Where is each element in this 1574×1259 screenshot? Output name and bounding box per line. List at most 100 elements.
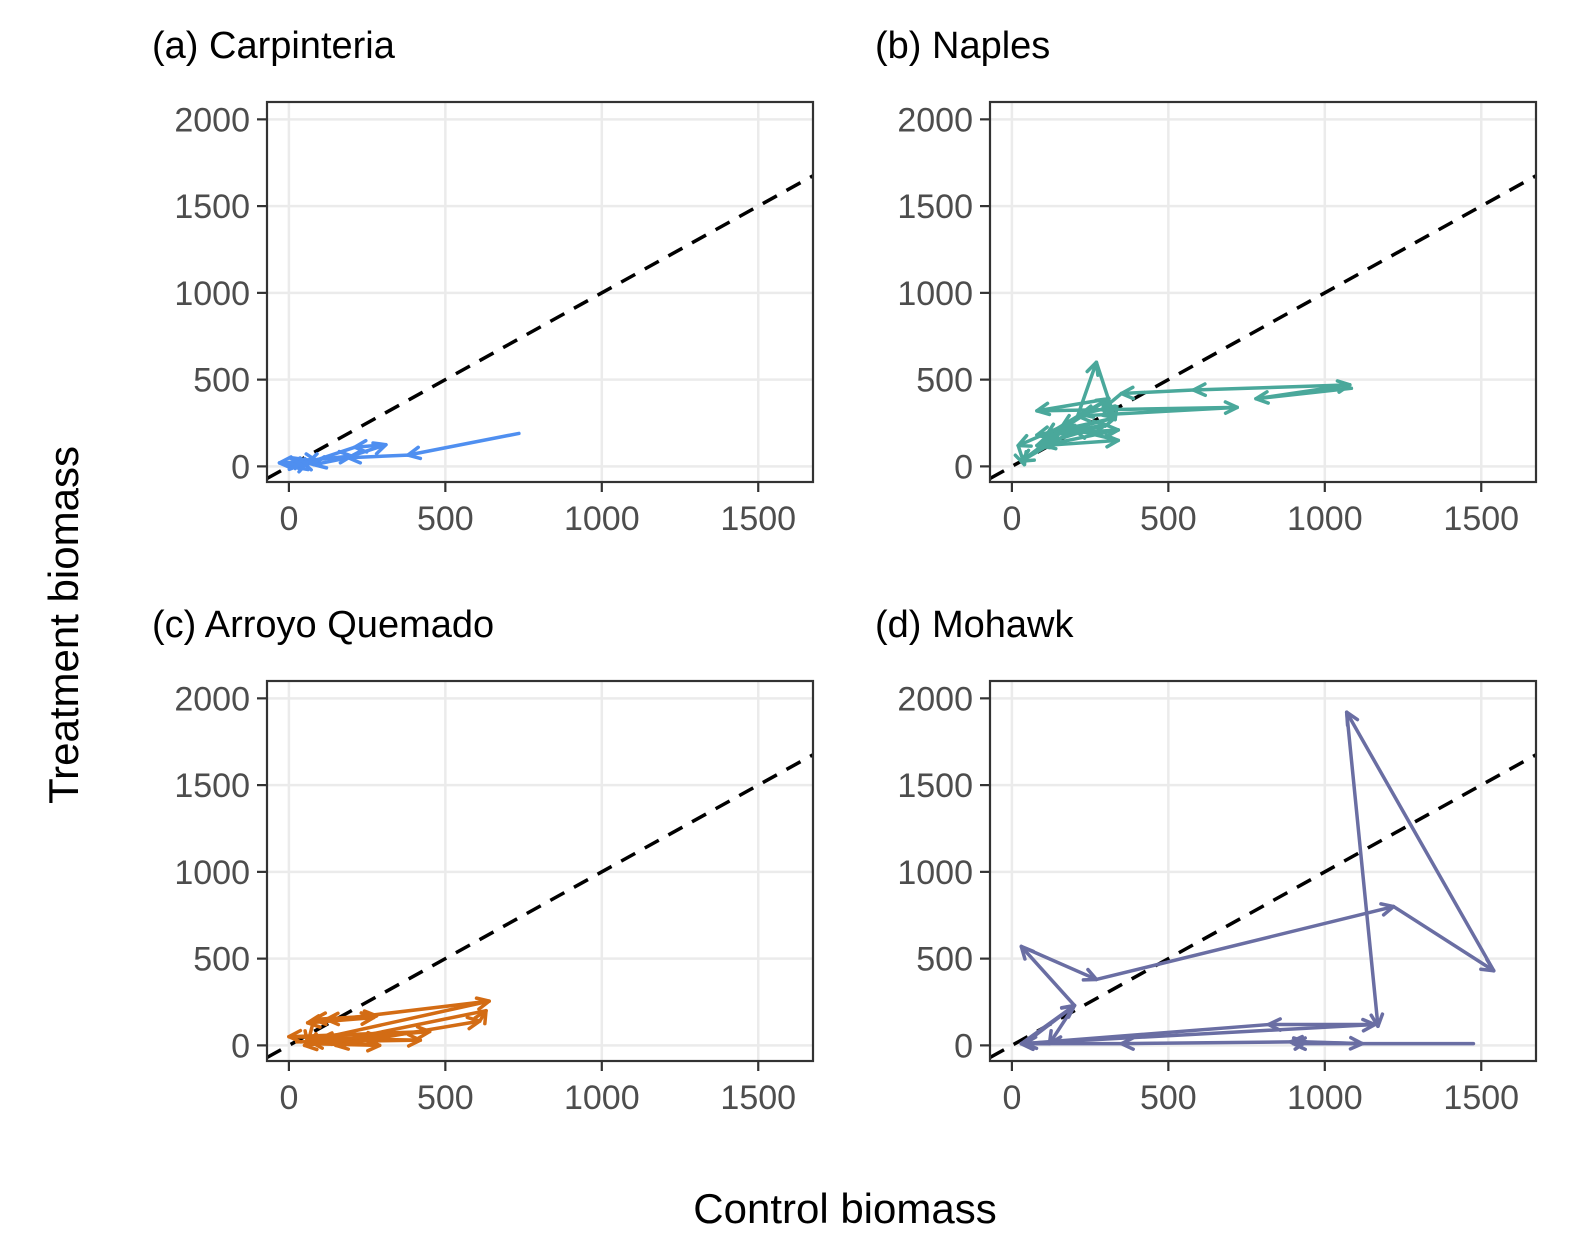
- trajectory-segment: [352, 442, 388, 450]
- trajectory-segment: [1019, 944, 1099, 982]
- y-tick-label: 500: [193, 362, 250, 400]
- x-tick-label: 0: [279, 1079, 298, 1117]
- y-axis-mohawk: 0 500 1000 1500 2000: [897, 680, 990, 1065]
- trajectory-segment: [334, 1019, 482, 1048]
- reference-line-mohawk: [990, 753, 1536, 1060]
- y-tick-label: 1500: [174, 767, 250, 805]
- y-axis-naples: 0 500 1000 1500 2000: [897, 101, 990, 486]
- x-axis-arroyo-quemado: 0 500 1000 1500: [279, 1061, 796, 1117]
- y-tick-label: 1000: [174, 275, 250, 313]
- x-axis-mohawk: 0 500 1000 1500: [1002, 1061, 1519, 1117]
- trajectory-segment: [1344, 710, 1380, 1029]
- trajectory-segment: [1022, 1003, 1077, 1046]
- y-tick-label: 1000: [897, 275, 973, 313]
- y-tick-label: 0: [954, 1027, 973, 1065]
- trajectory-carpinteria: [277, 431, 521, 474]
- x-tick-label: 1000: [1287, 500, 1363, 538]
- trajectory-segment: [1191, 383, 1352, 392]
- y-tick-label: 2000: [174, 680, 250, 718]
- y-tick-label: 500: [193, 941, 250, 979]
- y-tick-label: 500: [916, 362, 973, 400]
- trajectory-segment: [1119, 1040, 1293, 1046]
- trajectory-segment: [346, 453, 410, 460]
- x-tick-label: 1500: [1443, 500, 1519, 538]
- reference-line-carpinteria: [267, 174, 813, 481]
- trajectory-segment: [1060, 400, 1105, 429]
- x-tick-label: 1500: [720, 500, 796, 538]
- trajectory-segment: [1035, 422, 1108, 448]
- y-tick-label: 2000: [897, 101, 973, 139]
- reference-line-arroyo-quemado: [267, 753, 813, 1060]
- x-axis-label: Control biomass: [693, 1185, 996, 1232]
- trajectory-segment: [330, 1008, 488, 1044]
- trajectory-segment: [302, 1040, 335, 1048]
- panel-title-naples: (b) Naples: [875, 25, 1050, 67]
- trajectory-segment: [1035, 396, 1111, 413]
- y-tick-label: 2000: [897, 680, 973, 718]
- x-tick-label: 0: [279, 500, 298, 538]
- panel-mohawk: (d) Mohawk 0 500 1000 1500 2000 0 500 1000 1500: [875, 604, 1538, 1117]
- x-tick-label: 500: [1140, 500, 1197, 538]
- grid-naples: [990, 102, 1536, 482]
- trajectory-arrowhead: [1013, 450, 1028, 467]
- x-tick-label: 1000: [564, 1079, 640, 1117]
- y-tick-label: 500: [916, 941, 973, 979]
- trajectory-segment: [1094, 904, 1396, 982]
- trajectory-segment: [1344, 710, 1496, 973]
- panels: (a) Carpinteria 0 500 1000 1500 2000 0 500 1000 1…: [152, 25, 1538, 1117]
- y-tick-label: 0: [954, 448, 973, 486]
- trajectory-segment: [1254, 383, 1352, 401]
- y-tick-label: 1500: [174, 188, 250, 226]
- trajectory-naples: [1013, 360, 1354, 467]
- x-tick-label: 500: [417, 1079, 474, 1117]
- y-tick-label: 2000: [174, 101, 250, 139]
- trajectory-segment: [287, 1034, 382, 1041]
- trajectory-segment: [1016, 424, 1064, 448]
- trajectory-segment: [1094, 360, 1117, 422]
- panel-arroyo-quemado: (c) Arroyo Quemado 0 500 1000 1500 2000 0 500 10…: [152, 604, 815, 1117]
- x-tick-label: 1000: [1287, 1079, 1363, 1117]
- trajectory-segment: [406, 431, 521, 457]
- x-tick-label: 1500: [720, 1079, 796, 1117]
- y-tick-label: 1000: [174, 854, 250, 892]
- x-tick-label: 1000: [564, 500, 640, 538]
- trajectory-segment: [312, 1014, 379, 1022]
- x-tick-label: 0: [1002, 1079, 1021, 1117]
- trajectory-segment: [1075, 360, 1099, 418]
- y-tick-label: 0: [231, 1027, 250, 1065]
- x-tick-label: 500: [417, 500, 474, 538]
- grid-mohawk: [990, 681, 1536, 1061]
- y-tick-label: 1000: [897, 854, 973, 892]
- y-axis-carpinteria: 0 500 1000 1500 2000: [174, 101, 267, 486]
- x-tick-label: 0: [1002, 500, 1021, 538]
- trajectory-mohawk: [1019, 710, 1496, 1052]
- panel-title-carpinteria: (a) Carpinteria: [152, 25, 396, 67]
- y-tick-label: 1500: [897, 188, 973, 226]
- trajectory-segment: [1288, 1040, 1365, 1046]
- panel-naples: (b) Naples 0 500 1000 1500 2000 0 500 1000 1500: [875, 25, 1538, 538]
- trajectory-arroyo-quemado: [287, 996, 491, 1053]
- y-axis-arroyo-quemado: 0 500 1000 1500 2000: [174, 680, 267, 1065]
- x-axis-naples: 0 500 1000 1500: [1002, 482, 1519, 538]
- trajectory-arrowhead: [302, 1036, 319, 1052]
- trajectory-segment: [305, 1017, 316, 1046]
- grid-carpinteria: [267, 102, 813, 482]
- trajectory-segment: [1041, 438, 1121, 448]
- x-axis-carpinteria: 0 500 1000 1500: [279, 482, 796, 538]
- trajectory-segment: [1022, 1022, 1271, 1046]
- y-axis-label: Treatment biomass: [40, 446, 87, 804]
- trajectory-segment: [1119, 388, 1196, 396]
- grid-arroyo-quemado: [267, 681, 813, 1061]
- panel-title-arroyo-quemado: (c) Arroyo Quemado: [152, 604, 494, 646]
- x-tick-label: 1500: [1443, 1079, 1519, 1117]
- trajectory-segment: [1019, 944, 1077, 1008]
- reference-line-naples: [990, 174, 1536, 481]
- x-tick-label: 500: [1140, 1079, 1197, 1117]
- trajectory-arrowhead: [287, 456, 304, 472]
- trajectory-segment: [318, 999, 491, 1041]
- panel-carpinteria: (a) Carpinteria 0 500 1000 1500 2000 0 500 1000 1…: [152, 25, 815, 538]
- panel-title-mohawk: (d) Mohawk: [875, 604, 1074, 646]
- y-tick-label: 0: [231, 448, 250, 486]
- y-tick-label: 1500: [897, 767, 973, 805]
